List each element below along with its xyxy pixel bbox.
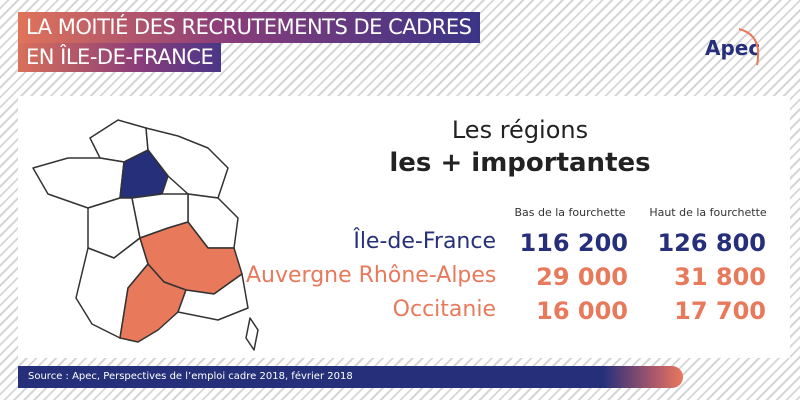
high-value: 126 800 (657, 229, 766, 257)
subtitle: les + importantes (389, 148, 651, 178)
region-name: Auvergne Rhône-Alpes (246, 263, 497, 288)
panel (18, 96, 790, 358)
low-value: 16 000 (536, 297, 628, 325)
region-name: Île-de-France (353, 229, 496, 254)
column-header: Bas de la fourchette (514, 206, 626, 219)
title-line: EN ÎLE-DE-FRANCE (18, 43, 222, 72)
subtitle: Les régions (451, 116, 589, 144)
high-value: 17 700 (674, 297, 766, 325)
low-value: 29 000 (536, 263, 628, 291)
region-name: Occitanie (392, 297, 496, 322)
high-value: 31 800 (674, 263, 766, 291)
source: Source : Apec, Perspectives de l’emploi … (18, 366, 683, 388)
title-line: LA MOITIÉ DES RECRUTEMENTS DE CADRES (18, 12, 480, 43)
map (32, 119, 259, 351)
map-regions (32, 119, 259, 351)
column-header: Haut de la fourchette (649, 206, 767, 219)
logo-stroke (738, 28, 760, 66)
region-occ (119, 263, 187, 343)
region (177, 273, 249, 321)
region (245, 317, 259, 351)
low-value: 116 200 (519, 229, 628, 257)
logo-arc (738, 28, 760, 66)
logo: Apec (705, 36, 761, 60)
